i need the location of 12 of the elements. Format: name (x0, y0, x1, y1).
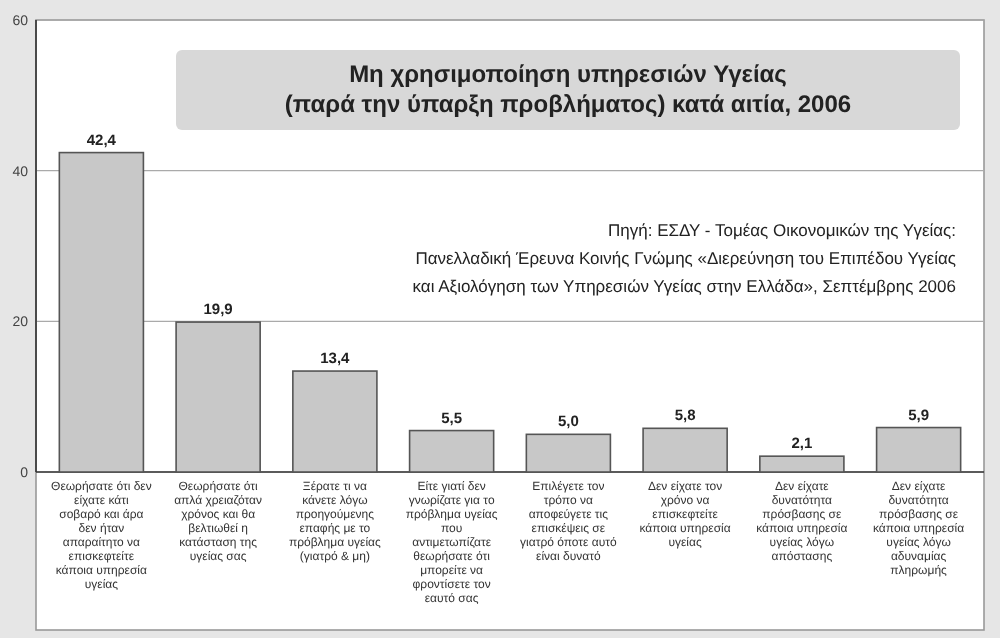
bar (759, 455, 845, 473)
bar (408, 429, 495, 473)
annotation: και Αξιολόγηση των Υπηρεσιών Υγείας στην Ελλάδα», Σεπτέμβρης 2006 (412, 276, 957, 296)
annotation: Πηγή: ΕΣΔΥ - Τομέας Οικονομικών της Υγείας: (608, 220, 956, 240)
bar (175, 321, 261, 473)
bar (58, 151, 145, 473)
bar (642, 427, 728, 473)
bar (525, 433, 612, 473)
text: Μη χρησιμοποίηση υπηρεσιών Υγείας (παρά την ύπαρξη προβλήματος) κατά αιτία, 2006 (284, 60, 852, 118)
bar (292, 370, 378, 473)
bar (875, 426, 962, 473)
annotation: Πανελλαδική Έρευνα Κοινής Γνώμης «Διερεύνηση του Επιπέδου Υγείας (415, 248, 956, 268)
